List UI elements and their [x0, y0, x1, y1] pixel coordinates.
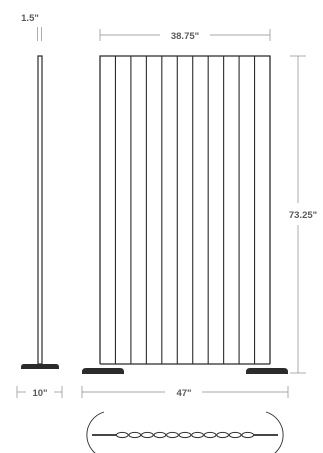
plan-bar-link [166, 431, 179, 439]
plan-bar-link [153, 431, 167, 439]
plan-bar-link [228, 431, 242, 439]
top-view [86, 411, 284, 453]
plan-bar-link [216, 431, 230, 439]
panel-bars [114, 56, 256, 364]
plan-bar-link [178, 431, 192, 439]
side-view: 1.5" 10" [16, 13, 63, 399]
left-foot-arc [86, 411, 105, 453]
base-foot-right [246, 368, 288, 374]
plan-bar-link [241, 431, 255, 439]
height-label: 73.25" [289, 210, 317, 221]
front-view: 38.75" 73.25" 47" [81, 29, 317, 399]
right-foot-arc [265, 411, 284, 453]
base-foot-left [82, 368, 124, 374]
panel-frame [99, 55, 271, 364]
side-profile-base [21, 364, 59, 369]
base-depth-label: 10" [32, 388, 47, 399]
plan-bar-link [140, 431, 154, 439]
plan-bar-link [203, 431, 217, 439]
overall-width-label: 47" [176, 388, 191, 399]
inner-width-label: 38.75" [171, 31, 199, 42]
plan-bar-link [128, 431, 142, 439]
panel-plan-bars [115, 431, 255, 439]
plan-bar-link [191, 431, 204, 439]
plan-bar-link [115, 431, 129, 439]
side-profile-upright [37, 55, 43, 365]
thickness-label: 1.5" [21, 13, 39, 24]
